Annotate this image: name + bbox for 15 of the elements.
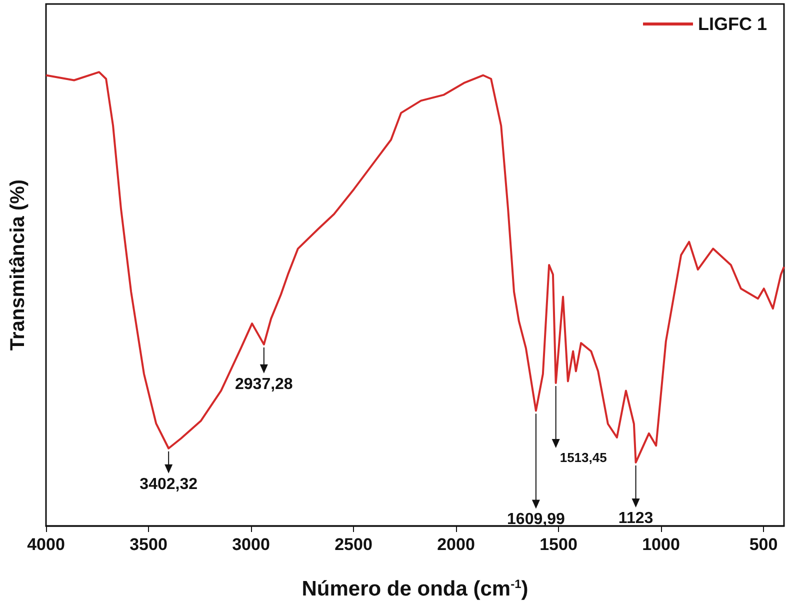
- x-tick-label: 3500: [130, 535, 168, 554]
- x-tick-label: 1500: [540, 535, 578, 554]
- annotation: 1123: [618, 510, 654, 527]
- x-tick-label: 2000: [437, 535, 475, 554]
- legend-label: LIGFC 1: [698, 14, 768, 34]
- annotation: 1609,99: [507, 511, 565, 528]
- x-tick-label: 500: [749, 535, 778, 554]
- x-tick-label: 2500: [334, 535, 372, 554]
- annotation: 3402,32: [140, 476, 198, 493]
- x-tick-label: 4000: [27, 535, 65, 554]
- annotation: 2937,28: [234, 376, 293, 393]
- x-tick-label: 1000: [642, 535, 680, 554]
- x-tick-label: 3000: [232, 535, 270, 554]
- y-axis-title: Transmitância (%): [7, 179, 29, 351]
- annotation: 1513,45: [560, 450, 607, 466]
